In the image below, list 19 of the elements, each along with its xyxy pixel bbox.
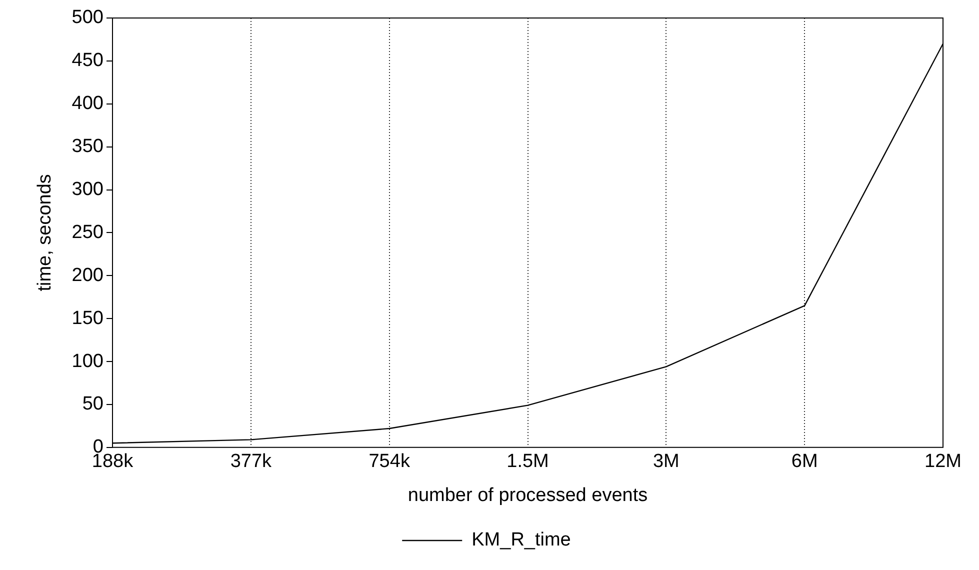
x-tick-label: 377k xyxy=(230,451,272,472)
y-tick-label: 350 xyxy=(72,136,104,158)
x-tick-label: 754k xyxy=(368,451,410,472)
y-tick-label: 300 xyxy=(72,178,104,200)
y-tick-label: 500 xyxy=(72,7,104,28)
y-tick-label: 100 xyxy=(72,350,104,372)
y-tick-label: 150 xyxy=(72,308,104,329)
legend-label: KM_R_time xyxy=(472,530,571,551)
y-tick-label: 250 xyxy=(72,222,104,243)
x-tick-label: 6M xyxy=(791,451,818,472)
y-tick-label: 450 xyxy=(72,50,104,72)
y-tick-label: 400 xyxy=(72,93,104,114)
x-tick-label: 1.5M xyxy=(506,451,549,472)
x-tick-label: 3M xyxy=(652,451,680,472)
x-tick-label: 12M xyxy=(924,451,962,472)
y-axis-title: time, seconds xyxy=(34,174,56,292)
y-tick-label: 200 xyxy=(72,264,104,286)
y-tick-label: 50 xyxy=(82,394,104,415)
x-axis-title: number of processed events xyxy=(408,484,648,506)
